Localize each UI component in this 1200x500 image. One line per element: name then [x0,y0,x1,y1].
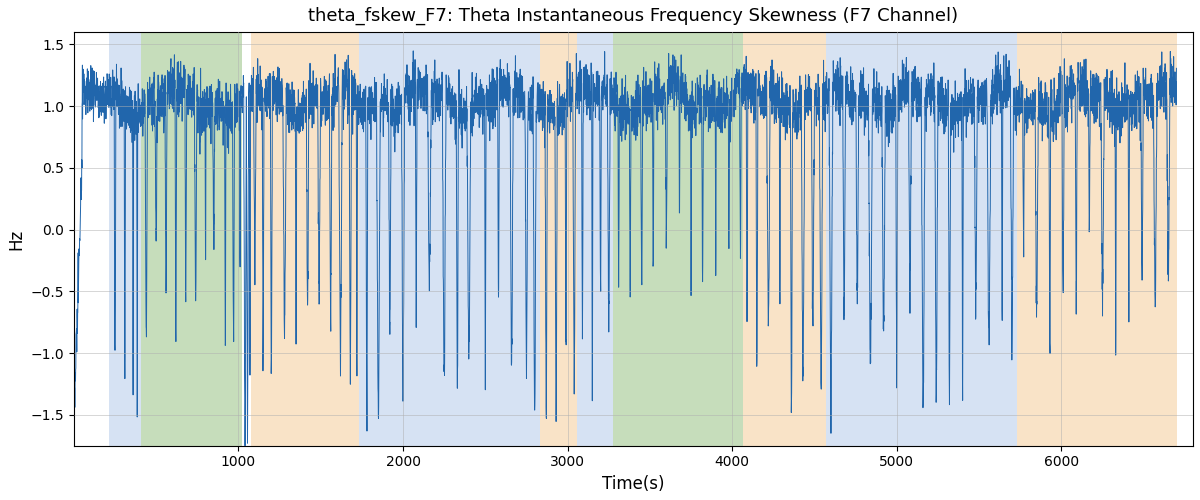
Title: theta_fskew_F7: Theta Instantaneous Frequency Skewness (F7 Channel): theta_fskew_F7: Theta Instantaneous Freq… [308,7,959,25]
Bar [577,32,613,446]
X-axis label: Time(s): Time(s) [602,475,665,493]
Bar [743,32,826,446]
Bar [613,32,743,446]
Bar [109,32,140,446]
Y-axis label: Hz: Hz [7,228,25,250]
Bar [251,32,359,446]
Bar [1016,32,1176,446]
Bar [359,32,540,446]
Bar [826,32,1016,446]
Bar [540,32,577,446]
Bar [140,32,241,446]
